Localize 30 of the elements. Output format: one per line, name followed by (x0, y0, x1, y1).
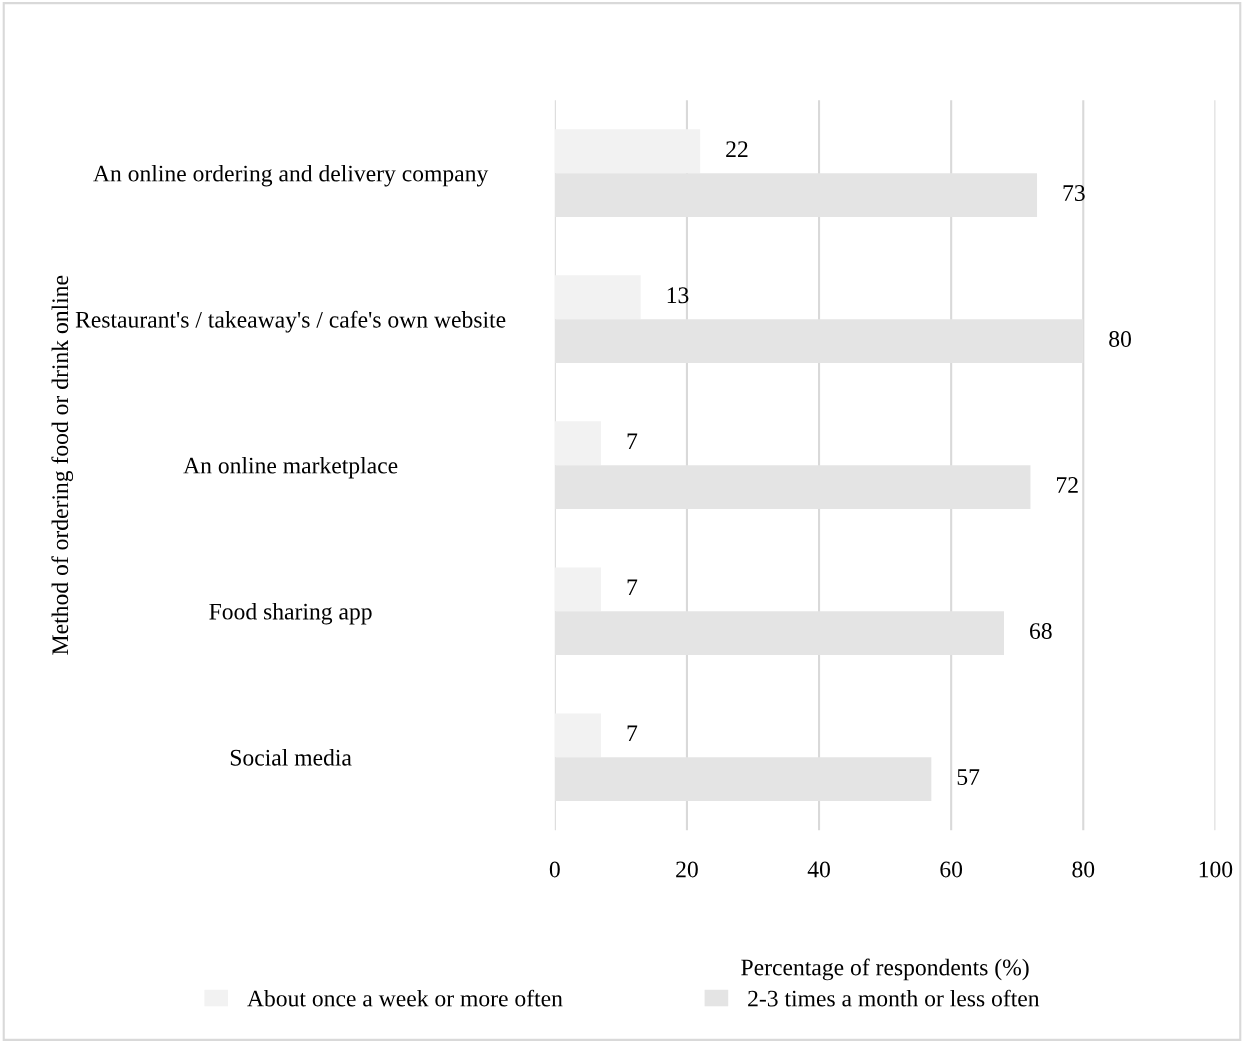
data-label: 22 (726, 141, 748, 157)
x-tick-label: 40 (807, 861, 830, 878)
data-label: 7 (627, 433, 638, 449)
bar (554, 421, 602, 466)
y-axis-title: Method of ordering food or drink online (51, 275, 74, 655)
data-label: 73 (1063, 185, 1085, 201)
x-tick-label: 60 (940, 861, 963, 878)
data-label: 80 (1109, 331, 1131, 347)
x-tick-label: 0 (549, 861, 560, 878)
y-tick-label: Restaurant's / takeaway's / cafe's own website (75, 310, 506, 333)
x-axis-title: Percentage of respondents (%) (741, 958, 1029, 981)
bar (554, 567, 602, 612)
data-label: 72 (1056, 477, 1078, 493)
bar (554, 713, 602, 758)
data-label: 7 (627, 725, 638, 741)
x-tick-label: 20 (676, 861, 698, 878)
data-label: 13 (667, 287, 689, 304)
data-label: 7 (627, 579, 638, 595)
bar (554, 275, 641, 320)
y-tick-label: Food sharing app (209, 603, 372, 625)
y-tick-label: An online marketplace (183, 456, 398, 479)
bar (554, 129, 701, 174)
x-tick-label: 80 (1072, 861, 1095, 878)
data-label: 57 (957, 769, 980, 786)
data-label: 68 (1030, 623, 1052, 640)
legend-label: 2-3 times a month or less often (748, 989, 1040, 1007)
y-tick-label: Social media (230, 749, 352, 766)
x-tick-label: 100 (1199, 861, 1233, 878)
legend-label: About once a week or more often (247, 989, 563, 1007)
y-tick-label: An online ordering and delivery company (93, 164, 489, 187)
